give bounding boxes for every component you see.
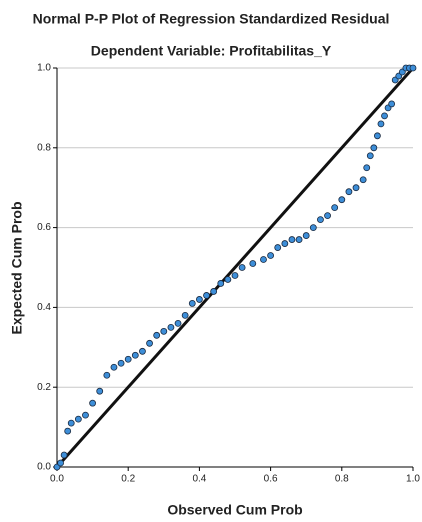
chart-subtitle: Dependent Variable: Profitabilitas_Y — [91, 43, 332, 59]
data-point — [331, 204, 339, 212]
data-point — [103, 371, 111, 379]
data-point — [210, 288, 218, 295]
data-point — [203, 292, 210, 299]
data-point — [338, 196, 346, 204]
x-tick-label: 0.6 — [264, 474, 278, 485]
data-point — [317, 216, 324, 224]
data-point — [370, 144, 378, 152]
data-point — [217, 280, 225, 287]
data-point — [110, 363, 118, 371]
data-point — [174, 319, 182, 327]
data-point — [377, 120, 385, 128]
data-point — [124, 355, 132, 363]
x-tick-label: 0.4 — [192, 474, 206, 485]
data-point — [64, 427, 72, 435]
data-point — [57, 459, 64, 467]
x-tick-label: 1.0 — [406, 474, 420, 485]
data-point — [67, 419, 75, 427]
data-point — [74, 415, 82, 423]
data-point — [89, 399, 96, 407]
reference-line — [55, 67, 415, 468]
y-tick-label: 1.0 — [37, 63, 51, 74]
data-point — [224, 276, 232, 283]
y-axis-label: Expected Cum Prob — [9, 201, 25, 334]
data-point — [146, 339, 153, 347]
data-point — [153, 331, 161, 339]
y-tick-label: 0.8 — [37, 142, 51, 153]
data-point — [249, 260, 257, 267]
data-point — [139, 347, 146, 355]
data-point — [288, 236, 296, 243]
data-point — [231, 272, 239, 279]
data-point — [260, 256, 267, 263]
chart-title: Normal P-P Plot of Regression Standardiz… — [33, 11, 390, 27]
y-tick-label: 0.6 — [37, 222, 51, 233]
data-point — [160, 327, 168, 335]
data-point — [267, 252, 275, 259]
data-point — [281, 240, 289, 247]
y-tick-label: 0.0 — [37, 462, 51, 473]
data-point — [352, 184, 360, 192]
data-point — [60, 451, 68, 459]
x-axis-label: Observed Cum Prob — [167, 502, 302, 518]
data-point — [195, 296, 203, 303]
data-point — [388, 100, 396, 108]
data-point — [409, 64, 417, 72]
data-point — [167, 323, 175, 331]
data-point — [324, 212, 331, 220]
y-tick-label: 0.2 — [37, 382, 51, 393]
data-point — [309, 224, 317, 232]
data-point — [188, 300, 196, 307]
x-tick-label: 0.2 — [121, 474, 135, 485]
data-point — [238, 264, 246, 271]
data-point — [131, 351, 139, 359]
data-point — [274, 244, 282, 251]
data-point — [302, 232, 310, 239]
data-point — [359, 176, 367, 184]
data-point — [345, 188, 353, 196]
data-point — [82, 411, 89, 419]
data-point — [181, 311, 189, 319]
data-point — [363, 164, 371, 172]
x-tick-label: 0.0 — [50, 474, 64, 485]
data-point — [373, 132, 381, 140]
y-tick-label: 0.4 — [37, 302, 51, 313]
data-point — [96, 387, 104, 395]
data-point — [117, 359, 125, 367]
x-tick-label: 0.8 — [335, 474, 349, 485]
data-point — [381, 112, 388, 120]
data-point — [366, 152, 374, 160]
data-point — [295, 236, 303, 243]
